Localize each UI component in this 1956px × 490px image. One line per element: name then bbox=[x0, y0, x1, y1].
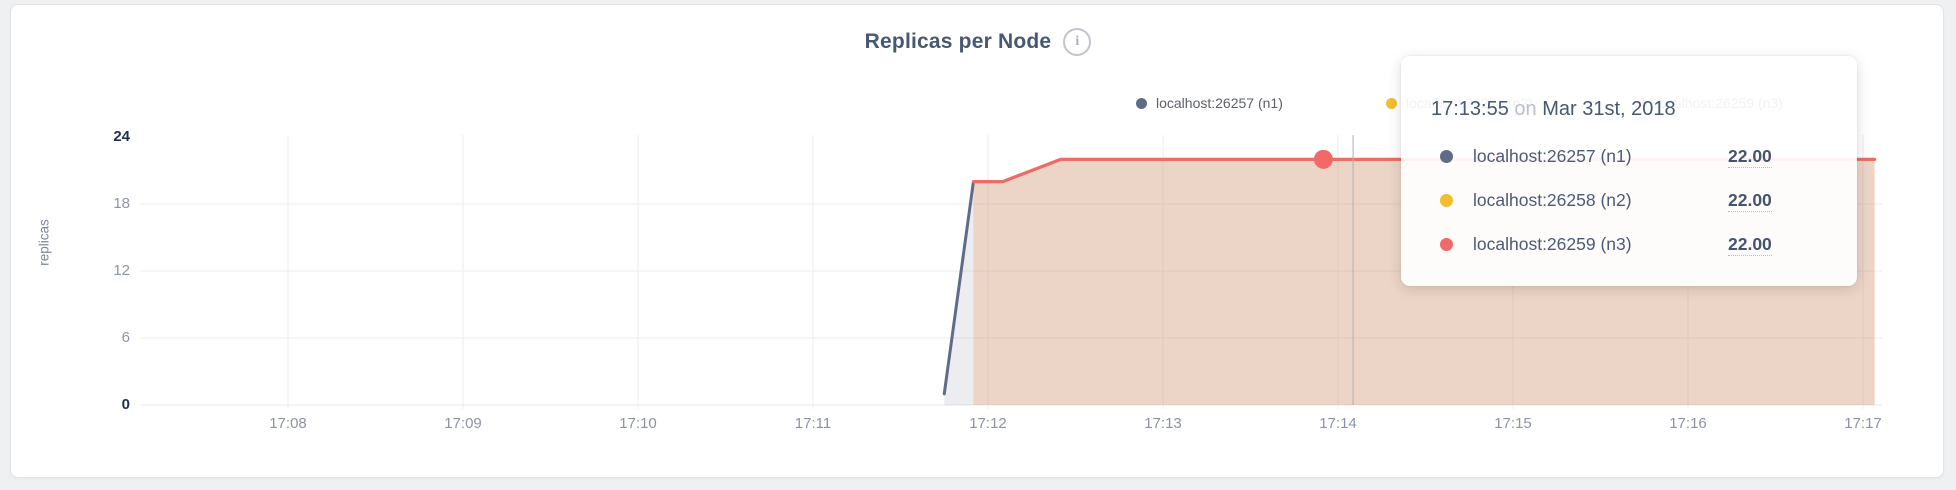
tooltip-row: localhost:26258 (n2) 22.00 bbox=[1431, 178, 1833, 222]
tooltip-series-label: localhost:26257 (n1) bbox=[1473, 145, 1632, 166]
tooltip-series-dot-icon bbox=[1440, 237, 1453, 251]
tooltip-series-dot-icon bbox=[1440, 149, 1453, 163]
legend-item-n1[interactable]: localhost:26257 (n1) bbox=[1136, 95, 1283, 111]
x-tick-label: 17:09 bbox=[444, 415, 482, 432]
legend-swatch-icon bbox=[1386, 97, 1397, 109]
x-tick-label: 17:10 bbox=[619, 415, 657, 432]
tooltip-series-dot-icon bbox=[1440, 193, 1453, 207]
tooltip-row: localhost:26259 (n3) 22.00 bbox=[1431, 222, 1833, 266]
x-tick-label: 17:08 bbox=[269, 415, 307, 432]
x-tick-label: 17:14 bbox=[1319, 415, 1357, 432]
tooltip-title: 17:13:55 on Mar 31st, 2018 bbox=[1431, 96, 1833, 122]
y-tick-label: 24 bbox=[113, 128, 130, 145]
y-tick-label: 6 bbox=[121, 329, 130, 346]
tooltip-rows: localhost:26257 (n1) 22.00 localhost:26258… bbox=[1431, 134, 1833, 266]
x-tick-label: 17:13 bbox=[1144, 415, 1182, 432]
tooltip-conjunction: on bbox=[1514, 98, 1537, 120]
legend-label: localhost:26257 (n1) bbox=[1156, 95, 1283, 111]
tooltip-series-value: 22.00 bbox=[1728, 233, 1772, 256]
y-tick-label: 0 bbox=[121, 396, 130, 413]
tooltip-series-value: 22.00 bbox=[1728, 145, 1772, 168]
tooltip-date: Mar 31st, 2018 bbox=[1542, 98, 1676, 120]
chart-header: Replicas per Node i bbox=[0, 28, 1956, 56]
hover-tooltip: 17:13:55 on Mar 31st, 2018 localhost:262… bbox=[1401, 56, 1857, 286]
y-axis-title: replicas bbox=[36, 219, 52, 266]
chart-title: Replicas per Node bbox=[864, 30, 1052, 53]
x-tick-label: 17:15 bbox=[1494, 415, 1532, 432]
y-tick-label: 12 bbox=[113, 262, 130, 279]
y-tick-label: 18 bbox=[113, 195, 130, 212]
tooltip-row: localhost:26257 (n1) 22.00 bbox=[1431, 134, 1833, 178]
x-tick-label: 17:16 bbox=[1669, 415, 1707, 432]
x-tick-label: 17:17 bbox=[1844, 415, 1882, 432]
hover-point-dot bbox=[1313, 149, 1333, 169]
x-tick-label: 17:12 bbox=[969, 415, 1007, 432]
x-tick-label: 17:11 bbox=[794, 415, 832, 432]
tooltip-time: 17:13:55 bbox=[1431, 98, 1509, 120]
tooltip-series-label: localhost:26259 (n3) bbox=[1473, 233, 1632, 254]
tooltip-series-label: localhost:26258 (n2) bbox=[1473, 189, 1632, 210]
legend-swatch-icon bbox=[1136, 97, 1147, 109]
info-icon[interactable]: i bbox=[1063, 28, 1092, 56]
tooltip-series-value: 22.00 bbox=[1728, 189, 1772, 212]
